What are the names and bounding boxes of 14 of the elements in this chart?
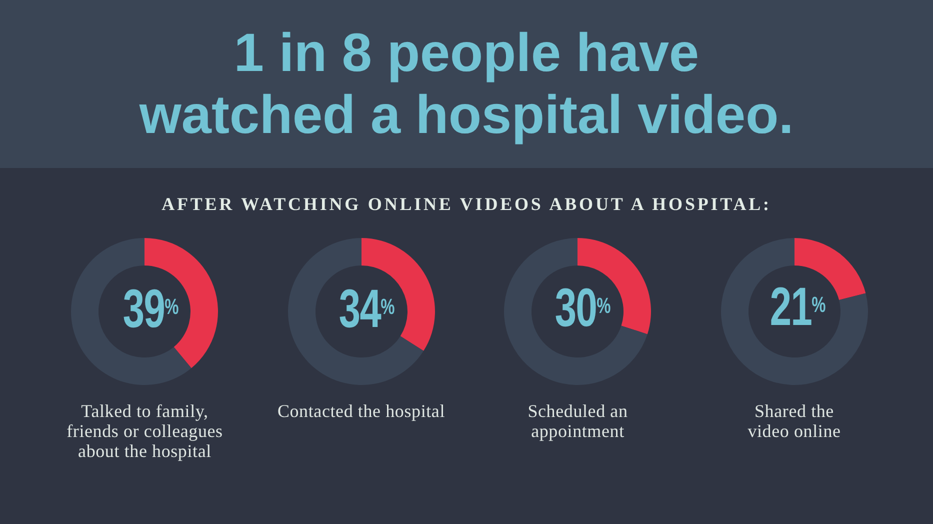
donut-slice [288,238,424,385]
text: 1 in 8 people have watched a hospital video. [138,22,795,146]
data-label: 21$^{%}$ [770,276,826,337]
text: Shared the video online [746,401,842,441]
donut-slice [71,238,192,385]
text: AFTER WATCHING ONLINE VIDEOS ABOUT A HOSPITAL: [160,193,772,215]
text: Scheduled an appointment [526,401,629,441]
text: Talked to family, friends or colleagues about the hospital [66,401,224,461]
data-label: 34$^{%}$ [338,278,394,339]
text: Contacted the hospital [276,401,446,421]
data-label: 39$^{%}$ [122,279,178,340]
donut-slice [720,238,868,385]
donut-slice [504,238,648,385]
data-label: 30$^{%}$ [554,278,611,338]
